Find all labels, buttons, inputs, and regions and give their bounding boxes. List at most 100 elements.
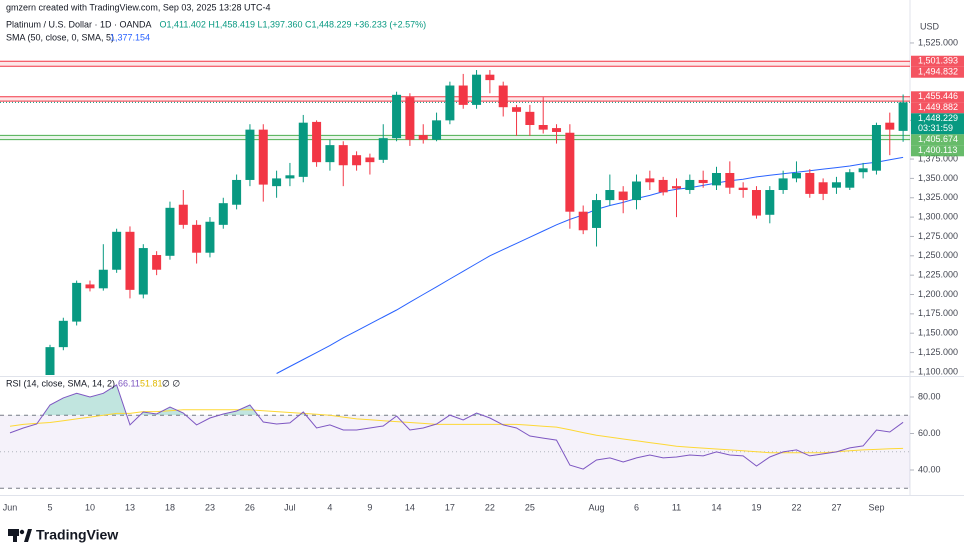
x-tick-label: 17 — [445, 502, 455, 512]
price-label-box — [911, 55, 964, 67]
price-label-box — [911, 113, 964, 135]
candle-body — [738, 187, 748, 191]
candle-body — [245, 129, 255, 180]
candle-body — [805, 172, 815, 194]
candle-body — [472, 74, 482, 105]
candle-body — [458, 85, 468, 105]
rsi-sma-line — [9, 409, 904, 454]
y-tick-label: 1,325.000 — [918, 192, 958, 202]
y-tick-label: 1,175.000 — [918, 308, 958, 318]
x-tick-label: 14 — [711, 502, 721, 512]
candle-body — [205, 221, 215, 253]
candle-body — [112, 231, 122, 270]
rsi-extra: ∅ ∅ — [162, 378, 180, 388]
x-tick-label: 18 — [165, 502, 175, 512]
zone — [0, 135, 910, 140]
brand: TradingView — [36, 527, 118, 543]
x-tick-label: 22 — [791, 502, 801, 512]
candle-body — [298, 122, 308, 177]
y-tick-label: 1,100.000 — [918, 366, 958, 376]
candle-body — [658, 179, 668, 193]
x-tick-label: 6 — [634, 502, 639, 512]
candle-body — [218, 203, 228, 225]
candle-body — [392, 94, 402, 139]
price-label: 03:31:59 — [918, 123, 953, 133]
candle-body — [418, 135, 428, 140]
rsi-tick-label: 80.00 — [918, 391, 941, 401]
price-label-box — [911, 102, 964, 114]
price-label: 1,449.882 — [918, 102, 958, 112]
price-label: 1,455.446 — [918, 91, 958, 101]
candle-body — [85, 284, 95, 289]
candle-body — [152, 255, 162, 270]
price-label-box — [911, 66, 964, 78]
y-tick-label: 1,225.000 — [918, 270, 958, 280]
candle-body — [445, 85, 455, 121]
ohlc: O1,411.402 H1,458.419 L1,397.360 C1,448.… — [160, 19, 427, 29]
candle-body — [432, 120, 442, 140]
candle-body — [272, 178, 282, 187]
x-tick-label: 19 — [751, 502, 761, 512]
x-tick-label: Aug — [589, 502, 605, 512]
x-tick-label: 9 — [367, 502, 372, 512]
candle-body — [352, 155, 362, 166]
price-label-box — [911, 145, 964, 157]
credit: gmzern created with TradingView.com, Sep… — [6, 2, 270, 12]
candle-body — [885, 122, 895, 130]
candle-body — [698, 179, 708, 184]
candle-body — [325, 145, 335, 163]
x-tick-label: 11 — [672, 502, 681, 512]
sma-name: SMA (50, close, 0, SMA, 5) — [6, 32, 114, 42]
candle-body — [898, 102, 908, 131]
candle-body — [178, 204, 188, 225]
candle-body — [751, 190, 761, 216]
candle-body — [232, 179, 242, 205]
candle-body — [525, 111, 535, 125]
candle-body — [592, 200, 602, 228]
x-tick-label: 4 — [327, 502, 332, 512]
candle-body — [98, 269, 108, 289]
y-tick-label: 1,275.000 — [918, 231, 958, 241]
candle-body — [672, 186, 681, 189]
candle-body — [72, 282, 82, 322]
x-tick-label: Jun — [3, 502, 18, 512]
candle-body — [818, 182, 828, 194]
x-tick-label: 25 — [525, 502, 535, 512]
x-tick-label: Sep — [868, 502, 884, 512]
rsi-value: 66.11 — [118, 378, 140, 388]
currency: USD — [920, 21, 940, 31]
candle-body — [58, 320, 68, 348]
candle-body — [605, 190, 615, 201]
y-tick-label: 1,150.000 — [918, 328, 958, 338]
rsi-overbought-fill — [42, 384, 483, 416]
y-tick-label: 1,200.000 — [918, 289, 958, 299]
candle-body — [711, 172, 721, 186]
rsi-line — [9, 384, 904, 470]
x-tick-label: 27 — [831, 502, 841, 512]
y-tick-label: 1,300.000 — [918, 211, 958, 221]
axes: 1,525.0001,425.0001,375.0001,350.0001,32… — [3, 37, 964, 512]
candle-body — [765, 190, 775, 215]
y-tick-label: 1,350.000 — [918, 173, 958, 183]
candle-body — [405, 97, 415, 140]
candle-body — [858, 168, 868, 173]
candle-body — [632, 181, 642, 201]
rsi-sma-value: 51.81 — [140, 378, 163, 388]
sma-value: 1,377.154 — [110, 32, 150, 42]
candle-body — [485, 74, 495, 81]
candle-body — [685, 179, 695, 191]
y-tick-label: 1,525.000 — [918, 37, 958, 47]
candle-body — [871, 125, 881, 171]
candle-body — [365, 157, 375, 163]
candle-body — [378, 138, 388, 160]
x-tick-label: 22 — [485, 502, 495, 512]
y-tick-label: 1,250.000 — [918, 250, 958, 260]
candle-body — [45, 347, 55, 375]
x-tick-label: 13 — [125, 502, 135, 512]
price-label: 1,501.393 — [918, 56, 958, 66]
candle-body — [565, 132, 575, 212]
candle-body — [192, 224, 202, 253]
candle-body — [512, 107, 522, 112]
